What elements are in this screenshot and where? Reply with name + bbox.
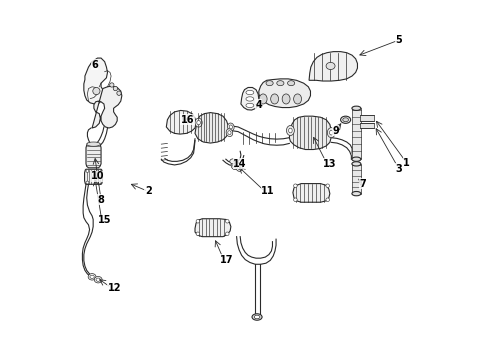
Text: 1: 1 — [402, 158, 409, 168]
Text: 5: 5 — [394, 35, 401, 45]
Polygon shape — [84, 169, 102, 184]
Polygon shape — [289, 116, 330, 149]
Ellipse shape — [227, 123, 234, 131]
Text: 17: 17 — [220, 255, 233, 265]
Polygon shape — [359, 116, 373, 121]
Polygon shape — [92, 86, 122, 128]
Circle shape — [98, 181, 101, 184]
Ellipse shape — [325, 62, 334, 69]
Ellipse shape — [351, 192, 360, 196]
Ellipse shape — [270, 94, 278, 104]
Ellipse shape — [229, 159, 236, 164]
Ellipse shape — [232, 164, 236, 168]
Ellipse shape — [340, 116, 350, 123]
Ellipse shape — [245, 103, 253, 108]
Ellipse shape — [94, 276, 102, 283]
Circle shape — [325, 198, 329, 202]
Ellipse shape — [254, 315, 260, 319]
Ellipse shape — [245, 90, 253, 95]
Text: 13: 13 — [323, 159, 336, 169]
Text: 11: 11 — [261, 186, 274, 197]
Ellipse shape — [287, 81, 294, 86]
Text: 2: 2 — [144, 186, 151, 197]
Circle shape — [325, 184, 329, 188]
Ellipse shape — [351, 162, 360, 166]
Text: 15: 15 — [98, 215, 111, 225]
Ellipse shape — [235, 163, 242, 171]
Text: 12: 12 — [107, 283, 121, 293]
Ellipse shape — [195, 118, 202, 127]
Ellipse shape — [293, 94, 301, 104]
Circle shape — [225, 220, 228, 223]
Circle shape — [98, 170, 101, 172]
Polygon shape — [166, 111, 196, 134]
Ellipse shape — [326, 128, 335, 138]
Polygon shape — [359, 123, 373, 128]
Ellipse shape — [251, 314, 262, 320]
Text: 16: 16 — [180, 115, 194, 125]
Polygon shape — [351, 108, 360, 159]
Text: 7: 7 — [359, 179, 365, 189]
Polygon shape — [195, 113, 228, 143]
Ellipse shape — [225, 129, 232, 136]
Text: 8: 8 — [97, 195, 104, 205]
Circle shape — [293, 198, 297, 202]
Polygon shape — [195, 219, 230, 237]
Polygon shape — [351, 164, 360, 194]
Text: 4: 4 — [255, 100, 262, 110]
Text: 6: 6 — [91, 59, 98, 69]
Polygon shape — [292, 184, 329, 202]
Text: 14: 14 — [233, 159, 246, 169]
Circle shape — [86, 181, 89, 184]
Ellipse shape — [282, 94, 289, 104]
Circle shape — [113, 86, 117, 91]
Ellipse shape — [229, 125, 232, 129]
Polygon shape — [258, 79, 310, 108]
Circle shape — [93, 87, 100, 95]
Circle shape — [225, 232, 228, 235]
Ellipse shape — [286, 126, 294, 135]
Circle shape — [196, 220, 199, 223]
Ellipse shape — [196, 121, 200, 125]
Circle shape — [86, 170, 89, 172]
Circle shape — [109, 83, 114, 87]
Ellipse shape — [90, 275, 94, 278]
Text: 9: 9 — [331, 126, 338, 135]
Ellipse shape — [288, 128, 292, 133]
Circle shape — [117, 91, 121, 95]
Polygon shape — [83, 58, 107, 104]
Ellipse shape — [342, 118, 348, 122]
Polygon shape — [308, 51, 357, 81]
Ellipse shape — [259, 94, 266, 104]
Ellipse shape — [329, 130, 332, 135]
Circle shape — [293, 184, 297, 188]
Ellipse shape — [245, 97, 253, 101]
Ellipse shape — [237, 166, 240, 170]
Text: 3: 3 — [394, 163, 401, 174]
Polygon shape — [86, 144, 101, 168]
Ellipse shape — [88, 274, 96, 280]
Ellipse shape — [276, 81, 284, 86]
Ellipse shape — [265, 81, 273, 86]
Polygon shape — [241, 87, 258, 110]
Ellipse shape — [351, 157, 360, 161]
Ellipse shape — [231, 162, 237, 170]
Text: 10: 10 — [91, 171, 104, 181]
Ellipse shape — [86, 142, 100, 146]
Ellipse shape — [351, 106, 360, 111]
Ellipse shape — [227, 131, 231, 135]
Ellipse shape — [96, 278, 100, 281]
Circle shape — [196, 232, 199, 235]
